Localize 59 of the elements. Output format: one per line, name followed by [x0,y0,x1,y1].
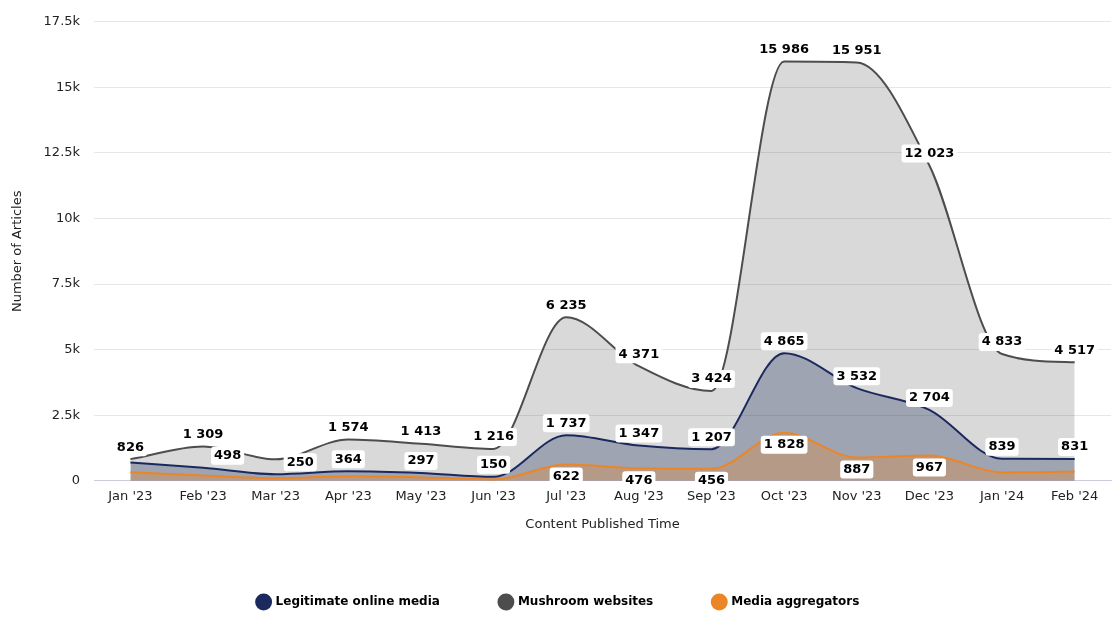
data-label: 498 [214,447,242,463]
data-label: 15 986 [759,40,810,56]
x-tick-label: Nov '23 [831,487,882,503]
x-axis-title: Content Published Time [525,515,680,531]
data-label: 887 [843,460,871,476]
y-tick-label: 17.5k [43,13,81,29]
x-tick-label: Jul '23 [545,487,587,503]
x-tick-label: Dec '23 [904,487,955,503]
y-tick-label: 2.5k [51,406,81,422]
x-tick-label: Apr '23 [324,487,372,503]
data-label: 15 951 [831,41,882,57]
x-tick-label: May '23 [395,487,447,503]
data-label: 1 207 [691,428,732,444]
x-tick-label: Jan '24 [978,487,1025,503]
data-label: 4 865 [763,332,805,348]
data-label: 364 [334,450,362,466]
data-label: 1 309 [182,425,224,441]
data-label: 250 [286,453,314,469]
data-label: 3 424 [691,370,732,386]
data-label: 4 371 [618,345,660,361]
y-tick-label: 15k [56,78,81,94]
data-label: 1 574 [327,418,369,434]
legend-label: Legitimate online media [275,594,440,609]
x-tick-label: Sep '23 [687,487,736,503]
x-tick-label: Aug '23 [614,487,664,503]
data-label: 297 [407,452,435,468]
data-label: 1 413 [400,423,442,439]
data-label: 1 737 [545,414,587,430]
data-label: 12 023 [904,144,955,160]
y-tick-label: 10k [56,209,81,225]
x-tick-label: Oct '23 [760,487,808,503]
data-label: 4 833 [981,333,1023,349]
x-tick-label: Feb '24 [1051,487,1099,503]
x-tick-label: Jun '23 [470,487,516,503]
data-label: 1 828 [763,436,805,452]
x-tick-label: Jan '23 [107,487,153,503]
data-label: 4 517 [1054,341,1096,357]
y-tick-label: 0 [71,472,81,488]
data-label: 622 [552,467,580,483]
data-label: 1 216 [473,428,514,444]
legend-label: Mushroom websites [517,594,654,609]
y-tick-label: 12.5k [43,144,81,160]
data-label: 839 [988,438,1016,454]
legend-label: Media aggregators [731,594,860,609]
data-label: 3 532 [836,367,878,383]
x-tick-label: Feb '23 [179,487,227,503]
y-axis-title: Number of Articles [9,190,25,313]
x-tick-label: Mar '23 [251,487,301,503]
data-label: 6 235 [545,296,587,312]
data-label: 476 [625,471,653,487]
data-label: 826 [116,438,144,454]
y-tick-label: 7.5k [51,275,81,291]
data-label: 1 347 [618,424,660,440]
y-tick-label: 5k [64,341,81,357]
data-label: 2 704 [909,389,950,405]
data-label: 967 [915,458,943,474]
data-label: 150 [480,456,508,472]
data-label: 831 [1061,438,1089,454]
data-label: 456 [697,472,726,488]
